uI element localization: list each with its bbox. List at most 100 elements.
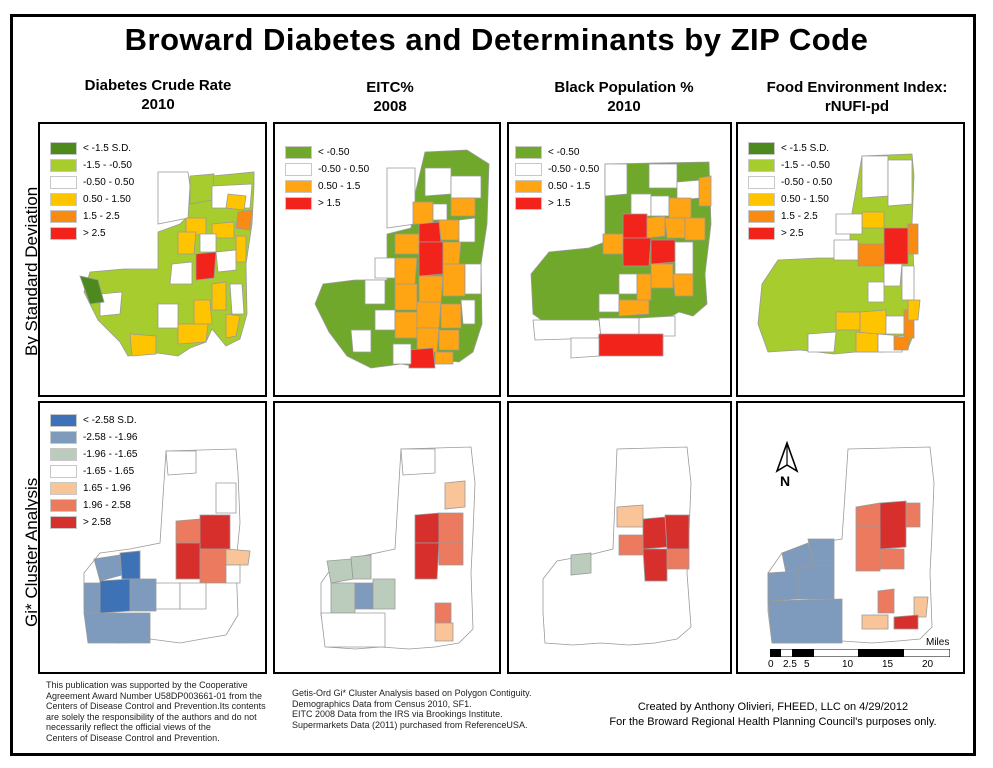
legend-item: 1.96 - 2.58 <box>50 497 137 514</box>
column-heading-line2: 2010 <box>141 96 175 113</box>
county-map <box>320 446 476 650</box>
legend-swatch <box>748 142 775 155</box>
zip-polygons <box>767 446 935 644</box>
legend-label: > 2.5 <box>781 228 804 239</box>
legend-item: 0.50 - 1.5 <box>285 178 369 195</box>
legend-label: < -0.50 <box>318 147 350 158</box>
county-map <box>314 149 490 369</box>
scale-tick: 5 <box>804 659 810 670</box>
legend-item: -1.96 - -1.65 <box>50 446 137 463</box>
disclaimer-line: necessarily reflect the official views o… <box>46 722 211 732</box>
legend-swatch <box>748 159 775 172</box>
source-line: Demographics Data from Census 2010, SF1. <box>292 698 472 709</box>
north-label: N <box>780 473 791 489</box>
legend-swatch <box>748 210 775 223</box>
map-frame <box>10 14 976 756</box>
column-heading-line1: Black Population % <box>554 79 694 96</box>
legend-label: -1.96 - -1.65 <box>83 449 138 460</box>
legend-item: > 2.5 <box>50 225 134 242</box>
legend-swatch <box>285 197 312 210</box>
legend-swatch <box>50 210 77 223</box>
legend-item: 1.5 - 2.5 <box>748 208 832 225</box>
map-panel-eitc-gi <box>273 401 501 674</box>
legend-swatch <box>50 227 77 240</box>
legend: < -0.50 -0.50 - 0.50 0.50 - 1.5 > 1.5 <box>285 144 369 212</box>
legend-item: < -0.50 <box>285 144 369 161</box>
scale-tick: 10 <box>842 659 854 670</box>
legend-swatch <box>50 516 77 529</box>
legend-swatch <box>50 193 77 206</box>
legend-item: -0.50 - 0.50 <box>50 174 134 191</box>
legend-item: -0.50 - 0.50 <box>515 161 599 178</box>
legend-item: 0.50 - 1.50 <box>748 191 832 208</box>
county-map <box>757 153 921 355</box>
legend-item: > 2.5 <box>748 225 832 242</box>
legend: < -2.58 S.D. -2.58 - -1.96 -1.96 - -1.65… <box>50 412 137 531</box>
legend-label: -0.50 - 0.50 <box>548 164 600 175</box>
zip-polygons <box>83 448 251 644</box>
column-heading-line1: EITC% <box>366 79 414 96</box>
legend-swatch <box>50 499 77 512</box>
legend-item: < -0.50 <box>515 144 599 161</box>
legend-label: -0.50 - 0.50 <box>83 177 135 188</box>
column-heading-line2: rNUFI-pd <box>824 98 890 115</box>
legend-swatch <box>285 146 312 159</box>
legend-label: < -0.50 <box>548 147 580 158</box>
north-arrow-icon <box>775 441 799 473</box>
disclaimer-line: Agreement Award Number U58DP003661-01 fr… <box>46 690 262 701</box>
legend-label: > 1.5 <box>548 198 571 209</box>
zip-polygons <box>530 161 712 359</box>
legend-label: 0.50 - 1.5 <box>548 181 591 192</box>
county-map <box>79 171 255 357</box>
legend-label: > 1.5 <box>318 198 341 209</box>
map-panel-food-environment-gi: N <box>736 401 965 674</box>
scale-tick: 20 <box>922 659 934 670</box>
legend-label: -0.50 - 0.50 <box>781 177 833 188</box>
map-panel-diabetes-gi: < -2.58 S.D. -2.58 - -1.96 -1.96 - -1.65… <box>38 401 267 674</box>
legend-swatch <box>748 193 775 206</box>
legend-item: < -1.5 S.D. <box>50 140 134 157</box>
legend-swatch <box>748 227 775 240</box>
scale-tick: 15 <box>882 659 894 670</box>
legend-label: 0.50 - 1.5 <box>318 181 361 192</box>
source-line: EITC 2008 Data from the IRS via Brooking… <box>292 709 503 719</box>
legend-item: -0.50 - 0.50 <box>748 174 832 191</box>
zip-polygons <box>314 149 490 369</box>
county-map <box>83 448 251 644</box>
legend-item: > 1.5 <box>285 195 369 212</box>
zip-polygons <box>79 171 255 357</box>
map-panel-diabetes-sd: < -1.5 S.D. -1.5 - -0.50 -0.50 - 0.50 0.… <box>38 122 267 397</box>
map-panel-black-population-gi <box>507 401 732 674</box>
legend-swatch <box>50 431 77 444</box>
column-heading-line1: Diabetes Crude Rate <box>84 77 232 94</box>
disclaimer-line: Centers of Disease Control and Preventio… <box>46 701 266 711</box>
legend-item: > 1.5 <box>515 195 599 212</box>
legend-item: -0.50 - 0.50 <box>285 161 369 178</box>
legend-label: < -2.58 S.D. <box>83 415 137 426</box>
legend-label: < -1.5 S.D. <box>83 143 132 154</box>
legend-item: 1.5 - 2.5 <box>50 208 134 225</box>
scale-tick: 0 <box>768 659 774 670</box>
legend-label: 1.5 - 2.5 <box>83 211 120 222</box>
legend-swatch <box>515 180 542 193</box>
scale-bar-graphic <box>770 649 950 657</box>
data-sources: Getis-Ord Gi* Cluster Analysis based on … <box>292 688 572 730</box>
column-heading-eitc: EITC% 2008 <box>280 78 500 116</box>
source-line: Getis-Ord Gi* Cluster Analysis based on … <box>292 688 532 698</box>
legend-label: -1.5 - -0.50 <box>83 160 132 171</box>
legend-swatch <box>50 465 77 478</box>
legend-label: -0.50 - 0.50 <box>318 164 370 175</box>
column-heading-diabetes: Diabetes Crude Rate 2010 <box>48 76 268 114</box>
legend-label: 0.50 - 1.50 <box>781 194 829 205</box>
legend-swatch <box>50 176 77 189</box>
legend: < -0.50 -0.50 - 0.50 0.50 - 1.5 > 1.5 <box>515 144 599 212</box>
zip-polygons <box>542 446 692 646</box>
legend-label: < -1.5 S.D. <box>781 143 830 154</box>
legend-item: -1.65 - 1.65 <box>50 463 137 480</box>
legend-label: -1.65 - 1.65 <box>83 466 135 477</box>
disclaimer-line: Centers of Disease Control and Preventio… <box>46 732 220 743</box>
legend-item: < -1.5 S.D. <box>748 140 832 157</box>
credit-line: For the Broward Regional Health Planning… <box>609 716 937 728</box>
source-line: Supermarkets Data (2011) purchased from … <box>292 719 528 730</box>
legend-item: -1.5 - -0.50 <box>50 157 134 174</box>
